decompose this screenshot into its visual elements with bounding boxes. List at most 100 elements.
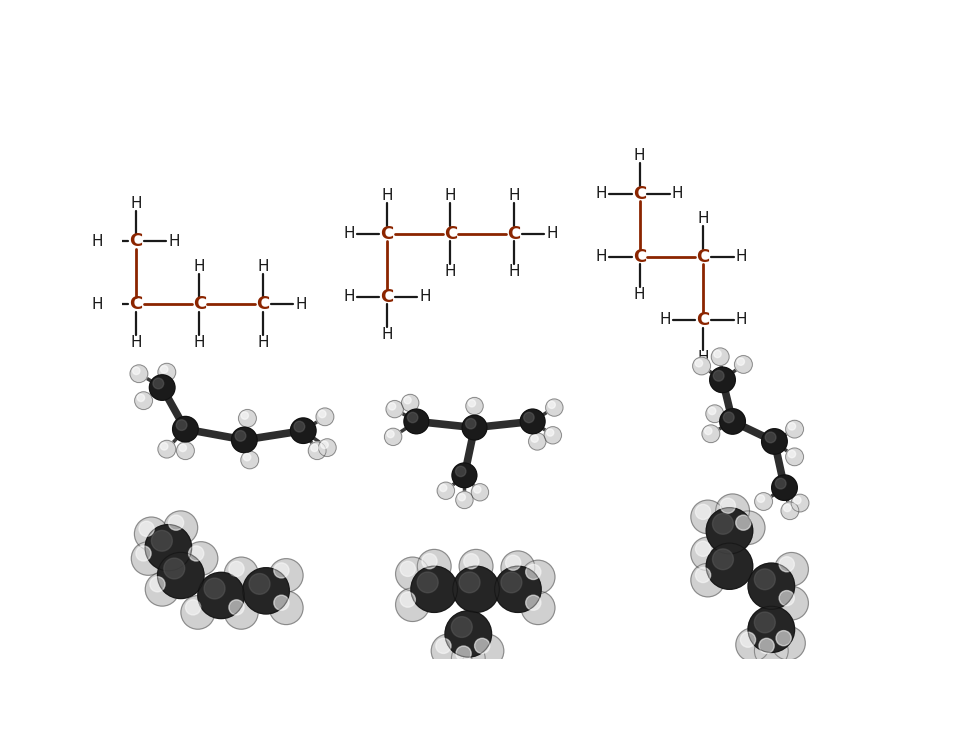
Circle shape (771, 627, 805, 660)
Circle shape (475, 639, 489, 653)
Circle shape (710, 367, 735, 392)
Circle shape (706, 543, 753, 589)
Circle shape (755, 493, 772, 511)
Circle shape (319, 410, 326, 417)
Circle shape (522, 591, 555, 625)
Circle shape (176, 442, 194, 460)
Circle shape (388, 403, 396, 410)
Circle shape (308, 442, 326, 460)
Circle shape (462, 415, 487, 440)
Circle shape (774, 553, 808, 586)
Text: H: H (130, 196, 141, 211)
Text: H: H (659, 312, 671, 327)
Circle shape (241, 411, 249, 420)
Circle shape (706, 405, 723, 423)
Circle shape (451, 616, 472, 637)
Circle shape (384, 428, 402, 445)
Circle shape (184, 542, 217, 575)
Circle shape (291, 418, 316, 443)
Circle shape (410, 566, 457, 613)
Circle shape (714, 350, 721, 357)
Circle shape (526, 565, 541, 579)
Circle shape (786, 448, 803, 465)
Circle shape (136, 546, 151, 561)
Circle shape (135, 391, 152, 409)
Circle shape (692, 357, 711, 375)
Circle shape (204, 578, 225, 599)
Circle shape (714, 371, 724, 381)
Circle shape (759, 639, 774, 653)
Text: H: H (130, 334, 141, 350)
Circle shape (788, 423, 796, 430)
Circle shape (713, 549, 733, 570)
Circle shape (137, 394, 144, 402)
Circle shape (145, 525, 192, 571)
Circle shape (239, 409, 256, 427)
Circle shape (150, 576, 165, 592)
Circle shape (695, 541, 711, 556)
Circle shape (691, 563, 724, 597)
Circle shape (151, 531, 173, 551)
Circle shape (149, 375, 175, 400)
Circle shape (501, 551, 535, 585)
Circle shape (713, 514, 733, 534)
Circle shape (755, 612, 775, 633)
Circle shape (716, 494, 750, 528)
Text: H: H (92, 297, 103, 312)
Circle shape (775, 478, 786, 489)
Circle shape (158, 552, 204, 599)
Text: C: C (696, 311, 710, 329)
Text: H: H (381, 188, 393, 204)
Circle shape (736, 628, 769, 662)
Circle shape (779, 591, 795, 605)
Circle shape (321, 441, 329, 448)
Circle shape (531, 435, 538, 443)
Circle shape (229, 562, 244, 576)
Circle shape (396, 588, 429, 622)
Circle shape (736, 515, 751, 531)
Circle shape (436, 639, 451, 653)
Circle shape (474, 486, 481, 493)
Circle shape (158, 440, 176, 458)
Circle shape (181, 596, 214, 629)
Circle shape (440, 485, 447, 491)
Text: C: C (633, 184, 646, 203)
Circle shape (404, 409, 429, 434)
Circle shape (748, 563, 795, 609)
Circle shape (318, 439, 336, 457)
Text: C: C (633, 248, 646, 266)
Circle shape (386, 400, 404, 418)
Circle shape (229, 600, 244, 615)
Circle shape (452, 566, 499, 613)
Circle shape (695, 505, 711, 519)
Text: H: H (169, 234, 179, 249)
Circle shape (249, 574, 270, 594)
Text: H: H (697, 212, 709, 226)
Text: H: H (508, 264, 520, 279)
Circle shape (404, 397, 411, 404)
Circle shape (705, 427, 712, 434)
Circle shape (224, 596, 258, 629)
Text: C: C (380, 224, 394, 243)
Circle shape (135, 517, 169, 551)
Circle shape (468, 400, 476, 407)
Circle shape (198, 572, 245, 619)
Circle shape (311, 444, 318, 451)
Circle shape (451, 642, 486, 676)
Circle shape (243, 568, 290, 614)
Text: H: H (343, 289, 355, 304)
Circle shape (244, 454, 251, 461)
Text: H: H (445, 264, 456, 279)
Text: H: H (596, 249, 607, 264)
Text: C: C (507, 224, 521, 243)
Circle shape (274, 563, 289, 578)
Text: C: C (130, 295, 142, 314)
Circle shape (781, 502, 799, 519)
Circle shape (526, 595, 541, 610)
Circle shape (791, 494, 809, 512)
Circle shape (794, 497, 801, 504)
Circle shape (153, 378, 164, 388)
Circle shape (772, 475, 798, 500)
Circle shape (702, 425, 720, 443)
Circle shape (456, 646, 471, 661)
